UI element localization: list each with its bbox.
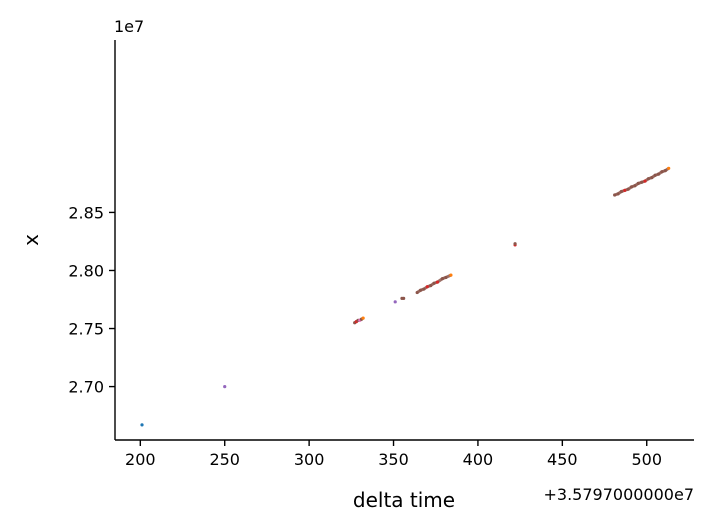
y-axis-ticks: 2.70 2.75 2.80 2.85 bbox=[68, 203, 115, 397]
data-point bbox=[513, 242, 517, 246]
data-point bbox=[663, 169, 667, 173]
y-tick-label: 2.70 bbox=[68, 378, 104, 397]
x-tick-label: 300 bbox=[294, 450, 325, 469]
data-point bbox=[432, 281, 436, 285]
data-point bbox=[444, 275, 448, 280]
data-point bbox=[415, 290, 419, 295]
data-point bbox=[660, 170, 664, 174]
x-tick-label: 250 bbox=[209, 450, 240, 469]
data-point bbox=[440, 277, 445, 281]
data-point bbox=[425, 285, 429, 289]
data-point bbox=[667, 166, 671, 170]
data-point bbox=[613, 193, 617, 197]
data-point bbox=[393, 300, 397, 304]
y-tick-label: 2.80 bbox=[68, 261, 104, 280]
data-point bbox=[646, 177, 651, 181]
data-point bbox=[643, 179, 647, 183]
data-point bbox=[656, 172, 661, 176]
y-offset-label: 1e7 bbox=[114, 17, 144, 36]
data-point bbox=[361, 316, 365, 320]
y-tick-label: 2.75 bbox=[68, 320, 104, 339]
x-axis-ticks: 200 250 300 350 400 450 500 bbox=[125, 440, 662, 469]
data-point bbox=[636, 181, 640, 185]
data-point bbox=[633, 184, 637, 188]
x-tick-label: 350 bbox=[378, 450, 409, 469]
data-point bbox=[435, 280, 440, 284]
data-point bbox=[449, 273, 453, 277]
x-tick-label: 500 bbox=[631, 450, 662, 469]
x-tick-label: 200 bbox=[125, 450, 156, 469]
data-point bbox=[650, 175, 654, 180]
x-tick-label: 450 bbox=[547, 450, 578, 469]
data-point bbox=[140, 423, 144, 427]
data-point bbox=[623, 188, 627, 192]
data-point bbox=[616, 192, 620, 196]
data-points bbox=[140, 166, 671, 427]
data-point bbox=[402, 296, 406, 300]
data-point bbox=[626, 187, 630, 191]
data-point bbox=[653, 173, 657, 177]
data-point bbox=[429, 283, 433, 288]
data-point bbox=[619, 189, 624, 194]
x-tick-label: 400 bbox=[463, 450, 494, 469]
data-point bbox=[629, 185, 634, 189]
data-point bbox=[418, 288, 423, 292]
y-tick-label: 2.85 bbox=[68, 203, 104, 222]
data-point bbox=[422, 287, 426, 291]
y-axis-label: x bbox=[19, 234, 43, 246]
data-point bbox=[223, 384, 227, 389]
data-point bbox=[640, 180, 644, 184]
x-offset-label: +3.5797000000e7 bbox=[544, 485, 695, 504]
x-axis-label: delta time bbox=[353, 488, 455, 512]
